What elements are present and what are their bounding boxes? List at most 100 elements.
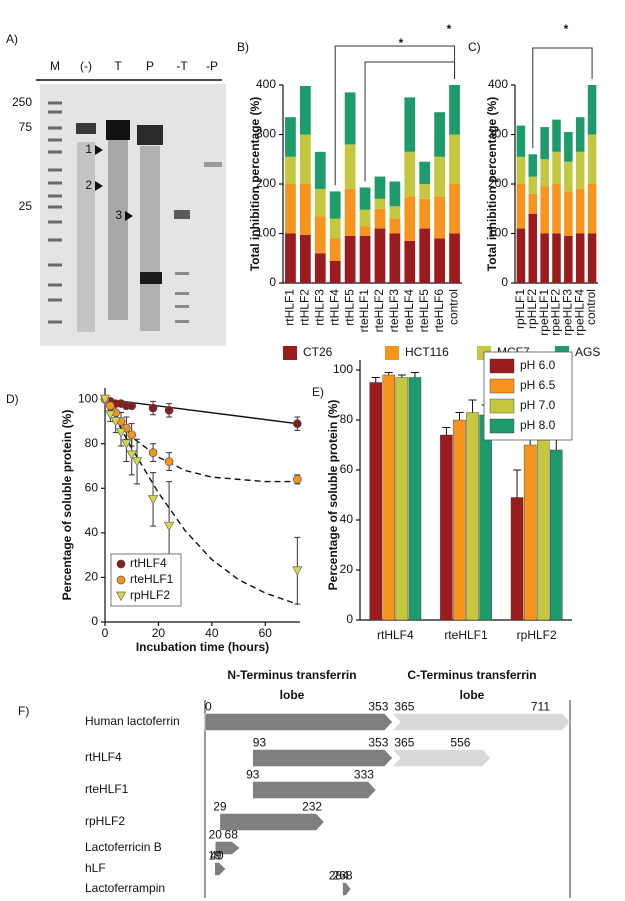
bar-segment [329,218,341,239]
bar-segment [359,235,371,283]
legend-swatch [489,358,515,374]
data-point [127,401,137,411]
residue-number: 232 [302,800,322,814]
bar [466,412,479,621]
legend-swatch [489,398,515,414]
residue-number: 0 [205,700,212,714]
residue-number: 68 [225,828,239,842]
data-point [148,403,158,413]
error-bar [384,372,393,375]
bar-segment [344,235,356,283]
bar [479,414,492,621]
y-tick-label: 60 [85,480,99,494]
significance-bracket [364,61,456,182]
residue-number: 353 [368,700,388,714]
band-number: 1 [85,142,92,156]
legend-label: HCT116 [405,345,449,359]
x-tick-label: rpHLF2 [517,628,557,642]
x-tick-label: control [584,289,598,325]
y-axis-title: Total inhibition percentage (%) [248,97,262,271]
x-tick-label: rpeHLF2 [549,289,563,336]
domain-arrow [219,813,325,831]
bar-segment [344,188,356,236]
y-tick-label: 400 [256,77,276,91]
domain-arrow [342,882,352,896]
bar-segment [564,132,573,162]
bar-segment [449,184,460,234]
gel-band [137,125,163,145]
bar-segment [374,228,386,283]
bar-segment [359,209,371,227]
y-tick-label: 0 [91,614,98,628]
band-arrow [95,181,103,191]
data-point [292,475,302,484]
error-bar [455,412,464,420]
y-tick-label: 0 [501,275,508,289]
legend-label: pH 8.0 [520,418,556,432]
bar-segment [449,233,460,283]
bar-segment [587,184,597,234]
y-tick-label: 200 [488,176,508,190]
panel-label: F) [18,704,29,718]
x-tick-label: rpHLF2 [525,289,539,329]
bar-segment [300,184,311,235]
data-point [292,419,302,429]
bar-segment [374,198,386,209]
bar-segment [329,191,341,219]
x-tick-label: rtHLF3 [312,289,326,326]
bar-segment [389,233,401,283]
gel-smear [140,146,160,331]
residue-number: 284 [329,869,349,883]
significance-bracket [532,47,593,149]
bar [510,497,524,621]
bar-segment [314,253,326,283]
residue-number: 556 [450,736,470,750]
bar-segment [374,208,386,229]
legend-swatch [283,346,297,360]
x-tick-label: 0 [102,626,109,640]
gel-band [48,138,62,142]
bar-segment [575,233,585,283]
y-tick-label: 100 [333,362,353,376]
legend-label: rpHLF2 [130,588,170,602]
data-point [115,428,127,438]
residue-number: 93 [246,768,260,782]
band-arrow [95,145,103,155]
bar-segment [434,156,445,197]
data-point [164,405,174,415]
bar-segment [359,226,371,236]
y-tick-label: 40 [340,512,354,526]
bar-segment [575,117,585,152]
row-label: rpHLF2 [85,814,125,828]
error-bar [468,399,477,413]
gel-band [48,283,62,287]
x-tick-label: rpeHLF3 [561,289,575,336]
bar-segment [528,213,538,283]
domain-arrow [252,749,393,767]
y-tick-label: 20 [85,570,99,584]
legend-label: rteHLF1 [130,572,174,586]
panel-label: A) [6,32,18,46]
lane-label: P [146,59,154,73]
row-label: Lactoferrampin [85,881,165,895]
gel-smear [108,140,128,320]
bar [536,439,550,621]
data-point [115,591,127,602]
y-tick-label: 80 [85,436,99,450]
panel-label: B) [237,40,249,54]
error-bar [397,374,406,378]
bar-segment [285,184,296,234]
data-point [131,457,143,467]
bar-segment [419,161,431,184]
bar-segment [516,228,526,283]
bar-segment [404,97,416,152]
gel-band [48,181,62,185]
error-bar [371,377,380,383]
y-tick-label: 400 [488,77,508,91]
lobe-header: lobe [280,688,305,702]
y-tick-label: 60 [340,462,354,476]
bar-segment [540,127,549,160]
bar-segment [516,125,526,157]
row-label: rtHLF4 [85,750,122,764]
residue-number: 365 [394,736,414,750]
